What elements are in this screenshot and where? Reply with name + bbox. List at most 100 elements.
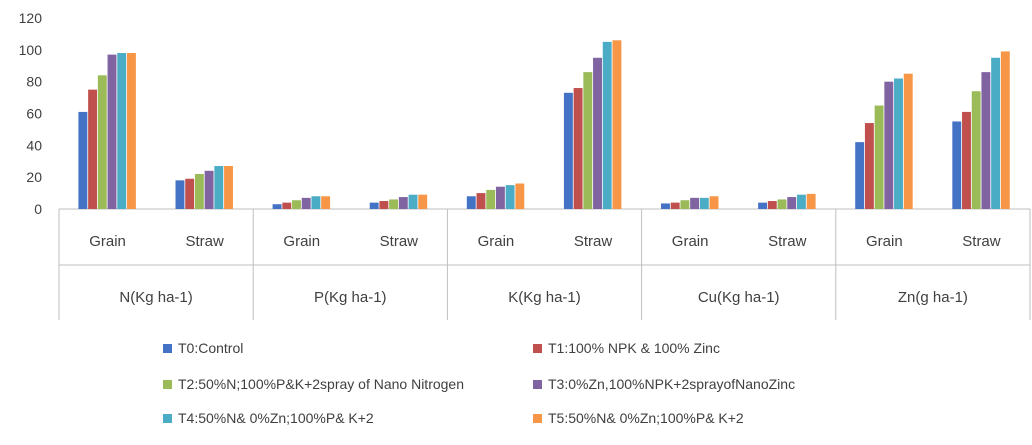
bar (991, 57, 1001, 209)
bar (952, 121, 962, 209)
bar (214, 166, 224, 209)
legend-item: T5:50%N& 0%Zn;100%P& K+2 (533, 410, 744, 426)
legend-swatch (533, 379, 542, 389)
bar (690, 197, 700, 209)
bar (204, 170, 214, 209)
bar (670, 202, 680, 209)
legend-label: T4:50%N& 0%Zn;100%P& K+2 (178, 410, 374, 426)
x-subcategory-label: Straw (380, 233, 419, 250)
bar (903, 73, 913, 210)
bar (369, 202, 379, 209)
bar (175, 180, 185, 209)
bar (777, 199, 787, 209)
bar (476, 193, 486, 209)
bar (505, 185, 515, 210)
legend-swatch (163, 343, 172, 353)
bar (107, 54, 117, 209)
bar (418, 194, 428, 209)
bar (855, 142, 865, 209)
bar (389, 199, 399, 209)
bar (301, 197, 311, 209)
bar (126, 53, 136, 209)
bar (185, 178, 195, 209)
bar (408, 194, 418, 209)
legend-item: T2:50%N;100%P&K+2spray of Nano Nitrogen (163, 376, 464, 392)
bar (311, 196, 321, 209)
x-subcategory-label: Grain (283, 233, 320, 250)
x-group-label: P(Kg ha-1) (314, 289, 387, 306)
bar (796, 194, 806, 209)
y-tick-label: 20 (26, 169, 42, 185)
bar (321, 196, 331, 209)
legend-swatch (163, 379, 172, 389)
bar (767, 201, 777, 209)
legend-label: T5:50%N& 0%Zn;100%P& K+2 (548, 410, 744, 426)
bar (224, 166, 233, 209)
legend-label: T1:100% NPK & 100% Zinc (548, 340, 720, 356)
bar (379, 201, 389, 209)
bar (981, 72, 991, 210)
bar (466, 196, 476, 209)
bar (573, 88, 583, 209)
bar (884, 81, 894, 209)
x-subcategory-label: Grain (89, 233, 126, 250)
legend-label: T0:Control (178, 340, 244, 356)
legend: T0:Control T1:100% NPK & 100% Zinc T2:50%N… (0, 330, 1032, 445)
bar (194, 173, 204, 209)
y-tick-label: 0 (34, 201, 42, 217)
bar (864, 123, 874, 209)
bar (495, 186, 505, 209)
bar (758, 202, 768, 209)
x-subcategory-label: Grain (866, 233, 903, 250)
bar (282, 202, 292, 209)
bar (272, 204, 282, 209)
bar (874, 105, 884, 209)
bar (583, 72, 593, 210)
bar (699, 197, 709, 209)
bar (962, 111, 971, 209)
y-tick-label: 100 (19, 42, 43, 58)
x-subcategory-label: Grain (478, 233, 515, 250)
y-tick-label: 120 (19, 10, 43, 26)
bar (97, 75, 107, 209)
x-subcategory-label: Straw (574, 233, 613, 250)
x-group-label: Zn(g ha-1) (898, 289, 968, 306)
bar (602, 41, 612, 210)
x-subcategory-label: Straw (185, 233, 224, 250)
legend-swatch (163, 413, 172, 423)
x-subcategory-label: Straw (768, 233, 807, 250)
x-group-label: N(Kg ha-1) (119, 289, 192, 306)
bar (563, 92, 573, 209)
bar (1000, 51, 1010, 210)
bar (787, 197, 797, 209)
bar (292, 200, 301, 209)
legend-swatch (533, 413, 542, 423)
bar (971, 91, 981, 209)
y-tick-label: 80 (26, 74, 42, 90)
legend-item: T3:0%Zn,100%NPK+2sprayofNanoZinc (533, 376, 795, 392)
bar (806, 193, 816, 209)
legend-label: T3:0%Zn,100%NPK+2sprayofNanoZinc (548, 376, 796, 392)
bar (593, 57, 602, 209)
bar (515, 183, 525, 209)
bar (117, 53, 127, 209)
y-tick-label: 40 (26, 137, 42, 153)
x-subcategory-label: Grain (672, 233, 709, 250)
legend-item: T4:50%N& 0%Zn;100%P& K+2 (163, 410, 374, 426)
x-group-label: Cu(Kg ha-1) (698, 289, 780, 306)
bar (398, 197, 408, 209)
y-tick-label: 60 (26, 106, 42, 122)
bar (612, 40, 622, 209)
legend-swatch (533, 343, 542, 353)
legend-item: T0:Control (163, 340, 243, 356)
bar (661, 203, 670, 209)
bar (88, 89, 98, 210)
bar (78, 111, 88, 209)
bar (486, 189, 496, 209)
legend-label: T2:50%N;100%P&K+2spray of Nano Nitrogen (178, 376, 464, 392)
x-subcategory-label: Straw (962, 233, 1001, 250)
x-group-label: K(Kg ha-1) (508, 289, 581, 306)
legend-item: T1:100% NPK & 100% Zinc (533, 340, 720, 356)
bar (680, 200, 690, 209)
